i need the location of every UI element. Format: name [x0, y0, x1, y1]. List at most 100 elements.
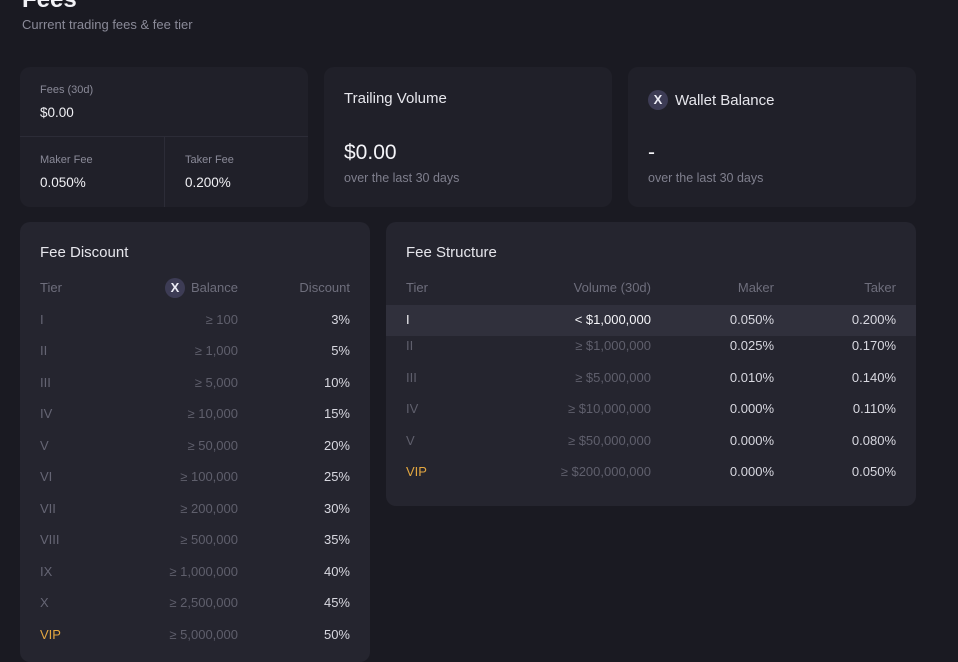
- table-row: III ≥ 5,000 10%: [20, 373, 370, 405]
- taker-fee-value: 0.200%: [185, 175, 231, 190]
- trailing-volume-value: $0.00: [344, 141, 397, 164]
- table-row: VIII ≥ 500,000 35%: [20, 530, 370, 562]
- balance-cell: ≥ 5,000: [194, 374, 238, 390]
- table-row: VIP ≥ $200,000,000 0.000% 0.050%: [386, 462, 916, 494]
- table-row: X ≥ 2,500,000 45%: [20, 593, 370, 625]
- taker-cell: 0.050%: [851, 464, 896, 479]
- volume-cell: ≥ $5,000,000: [575, 369, 651, 385]
- taker-cell: 0.110%: [852, 401, 896, 416]
- discount-cell: 25%: [323, 469, 350, 484]
- fee-discount-title: Fee Discount: [40, 244, 129, 261]
- tier-cell: IV: [40, 406, 53, 421]
- volume-cell: ≥ $10,000,000: [567, 401, 651, 416]
- table-row: II ≥ 1,000 5%: [20, 341, 370, 373]
- wallet-balance-header: X Wallet Balance: [648, 90, 775, 110]
- maker-fee-label: Maker Fee: [40, 154, 93, 166]
- discount-cell: 40%: [323, 563, 350, 579]
- column-header-tier: Tier: [40, 280, 62, 295]
- balance-cell: ≥ 100: [205, 311, 238, 327]
- tier-cell: X: [40, 595, 49, 610]
- volume-cell: < $1,000,000: [574, 311, 651, 327]
- fees-30d-label: Fees (30d): [40, 84, 94, 96]
- fees-30d-cell: Fees (30d) $0.00: [20, 67, 308, 137]
- volume-cell: ≥ $200,000,000: [560, 464, 651, 479]
- taker-fee-label: Taker Fee: [185, 154, 234, 166]
- tier-cell: I: [406, 311, 410, 327]
- page-subtitle: Current trading fees & fee tier: [22, 17, 193, 32]
- fee-discount-panel: Fee Discount Tier X Balance Discount I ≥ …: [20, 222, 370, 662]
- balance-cell: ≥ 1,000: [194, 343, 238, 358]
- discount-cell: 15%: [323, 406, 350, 421]
- table-row: VIP ≥ 5,000,000 50%: [20, 625, 370, 657]
- table-row: IX ≥ 1,000,000 40%: [20, 562, 370, 594]
- wallet-balance-card: X Wallet Balance - over the last 30 days: [628, 67, 916, 207]
- table-row: I ≥ 100 3%: [20, 310, 370, 342]
- trailing-volume-caption: over the last 30 days: [344, 171, 460, 185]
- column-header-discount: Discount: [299, 280, 350, 295]
- discount-cell: 50%: [323, 626, 350, 642]
- tier-cell: VI: [40, 469, 53, 484]
- taker-cell: 0.170%: [851, 338, 896, 353]
- tier-cell: VIII: [40, 532, 60, 547]
- wallet-balance-caption: over the last 30 days: [648, 171, 764, 185]
- page-title: Fees: [22, 0, 77, 14]
- table-row: III ≥ $5,000,000 0.010% 0.140%: [386, 368, 916, 400]
- maker-cell: 0.050%: [729, 311, 774, 327]
- fees-summary-card: Fees (30d) $0.00 Maker Fee 0.050% Taker …: [20, 67, 308, 207]
- table-row: VI ≥ 100,000 25%: [20, 467, 370, 499]
- column-header-tier: Tier: [406, 280, 428, 295]
- tier-cell: V: [40, 437, 49, 453]
- balance-cell: ≥ 5,000,000: [169, 626, 238, 642]
- tier-cell: I: [40, 311, 44, 327]
- maker-cell: 0.000%: [729, 464, 774, 479]
- tier-cell: IX: [40, 563, 53, 579]
- table-row: IV ≥ 10,000 15%: [20, 404, 370, 436]
- column-header-balance: X Balance: [165, 278, 238, 298]
- balance-cell: ≥ 500,000: [180, 532, 238, 547]
- discount-cell: 5%: [331, 343, 350, 358]
- table-header: Tier X Balance Discount: [20, 278, 370, 310]
- table-row: VII ≥ 200,000 30%: [20, 499, 370, 531]
- tier-cell: VIP: [40, 626, 61, 642]
- maker-cell: 0.025%: [729, 338, 774, 353]
- maker-cell: 0.010%: [729, 369, 774, 385]
- taker-cell: 0.200%: [851, 311, 896, 327]
- tier-cell: III: [40, 374, 51, 390]
- taker-cell: 0.080%: [851, 432, 896, 448]
- discount-cell: 35%: [323, 532, 350, 547]
- token-x-icon: X: [165, 278, 186, 298]
- table-row: V ≥ $50,000,000 0.000% 0.080%: [386, 431, 916, 463]
- volume-cell: ≥ $1,000,000: [575, 338, 651, 353]
- table-row: V ≥ 50,000 20%: [20, 436, 370, 468]
- tier-cell: III: [406, 369, 417, 385]
- balance-cell: ≥ 200,000: [180, 500, 238, 516]
- column-header-maker: Maker: [737, 280, 774, 295]
- taker-fee-cell: Taker Fee 0.200%: [165, 137, 308, 207]
- balance-cell: ≥ 2,500,000: [169, 595, 238, 610]
- wallet-balance-value: -: [648, 141, 655, 164]
- discount-cell: 45%: [323, 595, 350, 610]
- column-header-balance-label: Balance: [191, 280, 238, 295]
- token-x-icon: X: [648, 90, 668, 110]
- table-row: I < $1,000,000 0.050% 0.200%: [386, 304, 916, 336]
- taker-cell: 0.140%: [851, 369, 896, 385]
- table-header: Tier Volume (30d) Maker Taker: [386, 278, 916, 310]
- discount-cell: 30%: [323, 500, 350, 516]
- discount-cell: 3%: [331, 311, 350, 327]
- tier-cell: VIP: [406, 464, 427, 479]
- fee-structure-title: Fee Structure: [406, 244, 497, 261]
- tier-cell: II: [406, 338, 414, 353]
- maker-fee-value: 0.050%: [40, 175, 86, 190]
- maker-cell: 0.000%: [729, 401, 774, 416]
- fees-30d-value: $0.00: [40, 105, 74, 120]
- balance-cell: ≥ 50,000: [187, 437, 238, 453]
- balance-cell: ≥ 10,000: [187, 406, 238, 421]
- tier-cell: II: [40, 343, 48, 358]
- column-header-volume: Volume (30d): [573, 280, 651, 295]
- fee-discount-table: Tier X Balance Discount I ≥ 100 3% II ≥ 1,00…: [20, 278, 370, 656]
- balance-cell: ≥ 1,000,000: [169, 563, 238, 579]
- table-row: IV ≥ $10,000,000 0.000% 0.110%: [386, 399, 916, 431]
- maker-fee-cell: Maker Fee 0.050%: [20, 137, 165, 207]
- tier-cell: V: [406, 432, 415, 448]
- fee-structure-panel: Fee Structure Tier Volume (30d) Maker Ta…: [386, 222, 916, 506]
